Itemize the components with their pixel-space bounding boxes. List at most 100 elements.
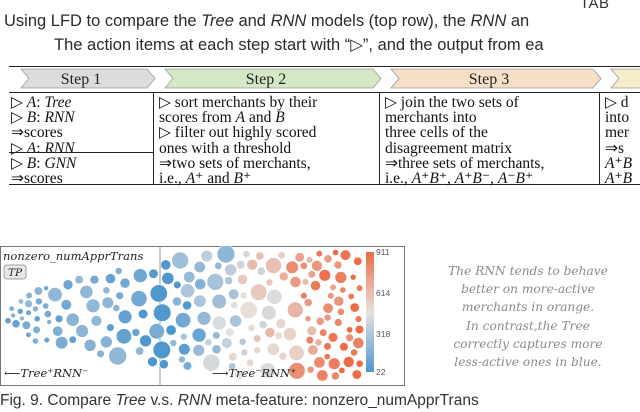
caption-text-run: RNN (470, 12, 507, 30)
caption-line-2: The action items at each step start with… (54, 36, 544, 54)
merchant-bubble (4, 317, 12, 325)
cell-text-run: B (26, 109, 37, 127)
cell-text-run: B (429, 170, 439, 187)
merchant-bubble (158, 359, 169, 370)
cell-text-run: A (454, 170, 465, 187)
merchant-bubble (117, 309, 133, 325)
step-3-line: i.e., A⁺B⁺, A⁺B⁻, A⁻B⁺ (385, 169, 533, 189)
merchant-bubble (354, 315, 363, 323)
cell-text-run: ⁺ (242, 170, 252, 187)
column-divider (599, 92, 600, 184)
cell-text-run: GNN (44, 154, 77, 172)
cell-text-run: ▷ (11, 154, 27, 172)
merchant-bubble (43, 285, 49, 292)
merchant-bubble (352, 337, 365, 349)
merchant-bubble (300, 292, 308, 300)
merchant-bubble (253, 334, 262, 343)
cell-text-run: B (515, 170, 525, 187)
step-3-line: three cells of the (385, 123, 488, 143)
cell-text-run: A (235, 109, 246, 127)
merchant-bubble (79, 285, 94, 299)
cell-text-run: ⇒two sets of merchants, (159, 154, 311, 172)
cell-text-run: i.e., (159, 170, 186, 187)
merchant-bubble (148, 268, 159, 279)
merchant-bubble (75, 324, 89, 338)
merchant-bubble (259, 362, 276, 379)
merchant-bubble (228, 362, 237, 371)
merchant-bubble (119, 277, 131, 289)
merchant-bubble (323, 353, 331, 361)
merchant-bubble (294, 252, 305, 263)
note-line: In contrast,the Tree (466, 318, 590, 333)
cell-text-run: A (605, 154, 615, 172)
merchant-bubble (33, 315, 41, 323)
merchant-bubble (182, 300, 192, 311)
colorbar-tick-label: 614 (376, 288, 390, 298)
step-1-line: ▷ A: Tree (11, 93, 71, 113)
merchant-bubble (327, 292, 335, 300)
column-divider (153, 92, 154, 184)
merchant-bubble (333, 295, 345, 307)
colorbar-tick-label: 911 (376, 247, 390, 257)
merchant-bubble (299, 261, 308, 270)
merchant-bubble (266, 289, 283, 305)
merchant-bubble (130, 290, 148, 308)
merchant-bubble (289, 276, 302, 288)
merchant-bubble (288, 362, 306, 380)
merchant-bubble (307, 344, 319, 356)
cell-text-run: ▷ (11, 139, 27, 157)
cell-text-run: and (245, 109, 276, 127)
merchant-bubble (310, 280, 321, 291)
caption-text-run: Tree (201, 12, 234, 30)
step-4-line: mer (605, 123, 629, 143)
merchant-bubble (89, 274, 100, 285)
merchant-bubble (131, 328, 141, 337)
merchant-bubble (306, 365, 315, 374)
merchant-bubble (301, 278, 310, 286)
merchant-bubble (338, 366, 346, 374)
merchant-bubble (16, 308, 24, 315)
cell-text-run: ⇒three sets of merchants, (385, 154, 545, 172)
merchant-bubble (334, 271, 347, 284)
merchant-bubble (206, 273, 225, 291)
cell-text-run: B (622, 154, 633, 172)
merchant-bubble (304, 315, 312, 322)
cell-text-run: ▷ filter out highly scored (159, 124, 317, 142)
merchant-bubble (238, 338, 247, 346)
merchant-bubble (194, 278, 207, 291)
merchant-bubble (33, 286, 44, 296)
merchant-bubble (43, 310, 52, 318)
step-2-line: ones with a threshold (159, 139, 291, 159)
cell-text-run: ⁺ (614, 154, 623, 172)
cell-text-run: : (36, 109, 45, 127)
merchant-bubble (25, 331, 32, 338)
cell-text-run: ⇒scores (11, 124, 63, 142)
cell-text-run: into (605, 109, 630, 127)
merchant-bubble (255, 251, 265, 261)
merchant-bubble (178, 343, 191, 356)
cell-text-run: ▷ (11, 94, 27, 111)
cell-text-run: ⁻ (507, 170, 516, 187)
step-arrow-1 (20, 68, 156, 89)
merchant-bubble (173, 280, 182, 290)
merchant-bubble (169, 339, 178, 347)
cell-text-run: ⇒s (605, 139, 625, 157)
merchant-bubble (242, 250, 251, 259)
cell-text-run: disagreement matrix (385, 139, 512, 157)
merchant-bubble (115, 291, 124, 300)
step-4-line: A⁺B (605, 169, 632, 189)
cell-text-run: ⁺ (421, 170, 430, 187)
merchant-bubble (216, 246, 236, 264)
merchant-bubble (102, 286, 111, 295)
cell-text-run: ⇒scores (11, 170, 63, 187)
merchant-bubble (265, 278, 274, 287)
merchant-bubble (115, 328, 132, 345)
merchant-bubble (148, 323, 165, 340)
merchant-bubble (275, 318, 286, 329)
step-1-line: ▷ B: GNN (11, 154, 76, 174)
merchant-bubble (212, 331, 221, 340)
cell-text-run: i.e., (385, 170, 412, 187)
merchant-bubble (83, 339, 97, 352)
step-4-line: ⇒s (605, 139, 624, 159)
merchant-bubble (228, 288, 240, 300)
